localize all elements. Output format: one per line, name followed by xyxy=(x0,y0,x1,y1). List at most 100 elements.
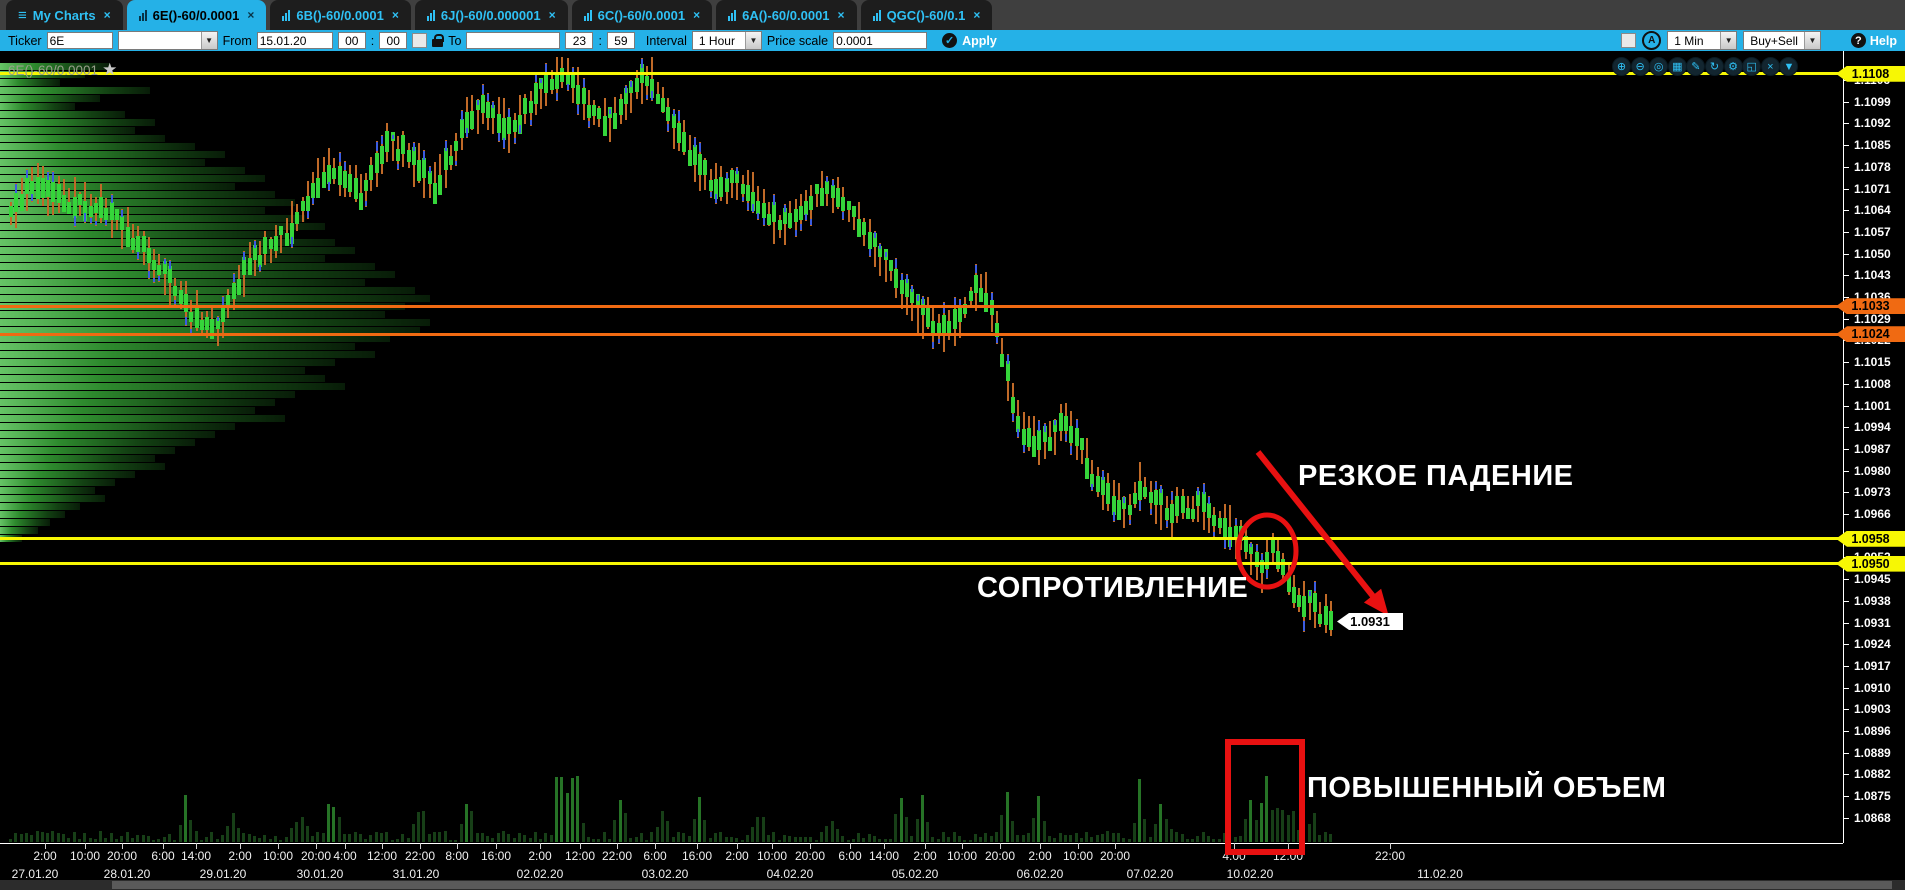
tab-close-icon[interactable]: × xyxy=(693,8,701,22)
expand-icon[interactable]: ◱ xyxy=(1742,57,1762,76)
volume-bar xyxy=(751,827,755,842)
draw-icon[interactable]: ✎ xyxy=(1686,57,1706,76)
collapse-icon[interactable]: ▼ xyxy=(1779,57,1799,76)
tab-6b-60-0-0001[interactable]: 6B()-60/0.0001 × xyxy=(270,0,411,30)
inspect-icon[interactable]: ◎ xyxy=(1649,57,1669,76)
favorite-star-icon[interactable]: ★ xyxy=(102,60,118,79)
chart-bar-glyph xyxy=(734,10,737,21)
price-bar-tick xyxy=(736,168,739,174)
price-bar-body xyxy=(502,118,506,140)
tab-qgc-60-0-1[interactable]: QGC()-60/0.1 × xyxy=(860,0,993,30)
auto-scale-icon[interactable]: A xyxy=(1642,31,1662,50)
from-hour-input[interactable] xyxy=(337,32,366,49)
refresh-icon[interactable]: ↻ xyxy=(1705,57,1724,76)
to-hour-input[interactable] xyxy=(565,32,594,49)
x-axis-time-label: 6:00 xyxy=(643,849,667,863)
grid-icon[interactable]: ▦ xyxy=(1667,57,1687,76)
volume-bar xyxy=(120,836,124,842)
price-bar-tick xyxy=(916,294,919,301)
x-axis-time-label: 16:00 xyxy=(681,849,713,863)
tab-my-charts[interactable]: ≡ My Charts × xyxy=(6,0,123,30)
zoom-in-icon[interactable]: ⊕ xyxy=(1612,57,1631,76)
volume-bar xyxy=(772,832,776,842)
timeframe-select[interactable]: 1 Min ▼ xyxy=(1667,31,1738,50)
volume-bar xyxy=(1291,811,1295,842)
volume-bar xyxy=(236,828,240,842)
help-button[interactable]: ? Help xyxy=(1850,33,1897,48)
volume-bar xyxy=(263,834,267,842)
mode-select[interactable]: Buy+Sell ▼ xyxy=(1743,31,1821,50)
chevron-down-icon[interactable]: ▼ xyxy=(744,32,761,49)
chart-bar-glyph xyxy=(731,13,734,21)
price-bar-tick xyxy=(905,274,908,283)
volume-bar xyxy=(676,832,680,842)
price-bar-tick xyxy=(290,237,293,247)
auto-checkbox[interactable] xyxy=(1621,33,1637,48)
to-date-input[interactable] xyxy=(466,32,561,49)
volume-bar xyxy=(1111,832,1115,842)
close-icon[interactable]: × xyxy=(1760,57,1780,76)
tab-bar: ≡ My Charts × 6E()-60/0.0001 × 6B()-60/0.0001… xyxy=(0,0,1905,30)
price-bar-body xyxy=(873,232,878,247)
from-date-input[interactable] xyxy=(256,32,333,49)
volume-bar xyxy=(804,836,808,842)
interval-select[interactable]: 1 Hour ▼ xyxy=(691,31,762,50)
tab-close-icon[interactable]: × xyxy=(973,8,981,22)
price-bar-body xyxy=(692,145,697,165)
tab-6a-60-0-0001[interactable]: 6A()-60/0.0001 × xyxy=(716,0,857,30)
price-bar xyxy=(879,243,882,276)
tab-close-icon[interactable]: × xyxy=(391,8,399,22)
from-minute-input[interactable] xyxy=(379,32,408,49)
volume-bar xyxy=(708,837,712,842)
apply-button[interactable]: ✓ Apply xyxy=(942,33,997,48)
volume-bar xyxy=(199,839,203,842)
chevron-down-icon[interactable]: ▼ xyxy=(200,32,217,49)
price-bar-tick xyxy=(1054,419,1057,425)
price-bar-body xyxy=(1116,500,1121,520)
volume-bar xyxy=(1090,837,1094,842)
price-bar-body xyxy=(1275,550,1280,570)
volume-bar xyxy=(926,821,930,842)
tab-close-icon[interactable]: × xyxy=(837,8,845,22)
ticker-input[interactable] xyxy=(46,32,113,49)
price-bar-tick xyxy=(1006,354,1009,365)
price-bar-tick xyxy=(1043,424,1046,432)
date-lock-checkbox[interactable] xyxy=(412,33,428,48)
volume-bar xyxy=(936,839,940,842)
price-bar-body xyxy=(353,178,358,199)
volume-bar xyxy=(385,831,389,842)
price-bar-body xyxy=(528,100,533,114)
volume-profile-row xyxy=(0,255,325,262)
volume-bar xyxy=(1180,834,1184,842)
price-scale-input[interactable] xyxy=(833,32,928,49)
tab-6c-60-0-0001[interactable]: 6C()-60/0.0001 × xyxy=(571,0,713,30)
horizontal-scrollbar[interactable] xyxy=(0,880,1905,890)
zoom-out-icon[interactable]: ⊖ xyxy=(1630,57,1650,76)
price-bar-body xyxy=(729,170,734,184)
settings-icon[interactable]: ⚙ xyxy=(1723,57,1743,76)
price-bar-body xyxy=(878,245,883,257)
chevron-down-icon[interactable]: ▼ xyxy=(1803,32,1820,49)
price-bar-tick xyxy=(15,183,18,193)
help-button-label: Help xyxy=(1869,33,1897,48)
tab-close-icon[interactable]: × xyxy=(548,8,556,22)
symbol-select[interactable]: ▼ xyxy=(117,31,218,50)
volume-profile-row xyxy=(0,151,225,158)
price-bar-body xyxy=(215,317,220,329)
volume-bar xyxy=(761,816,765,842)
price-bar-body xyxy=(9,206,13,217)
scrollbar-thumb[interactable] xyxy=(112,881,1892,889)
tab-close-icon[interactable]: × xyxy=(103,8,111,22)
volume-bar xyxy=(194,831,198,842)
price-bar xyxy=(237,264,240,294)
price-bar-tick xyxy=(1213,531,1216,537)
tab-close-icon[interactable]: × xyxy=(247,8,255,22)
chevron-down-icon[interactable]: ▼ xyxy=(1720,32,1737,49)
chart-bar-glyph xyxy=(583,16,586,21)
tab-6j-60-0-000001[interactable]: 6J()-60/0.000001 × xyxy=(414,0,568,30)
to-minute-input[interactable] xyxy=(606,32,635,49)
volume-bar xyxy=(62,834,65,842)
price-bar-body xyxy=(1026,427,1031,447)
price-bar-body xyxy=(1101,476,1106,496)
tab-6e-60-0-0001[interactable]: 6E()-60/0.0001 × xyxy=(126,0,267,30)
